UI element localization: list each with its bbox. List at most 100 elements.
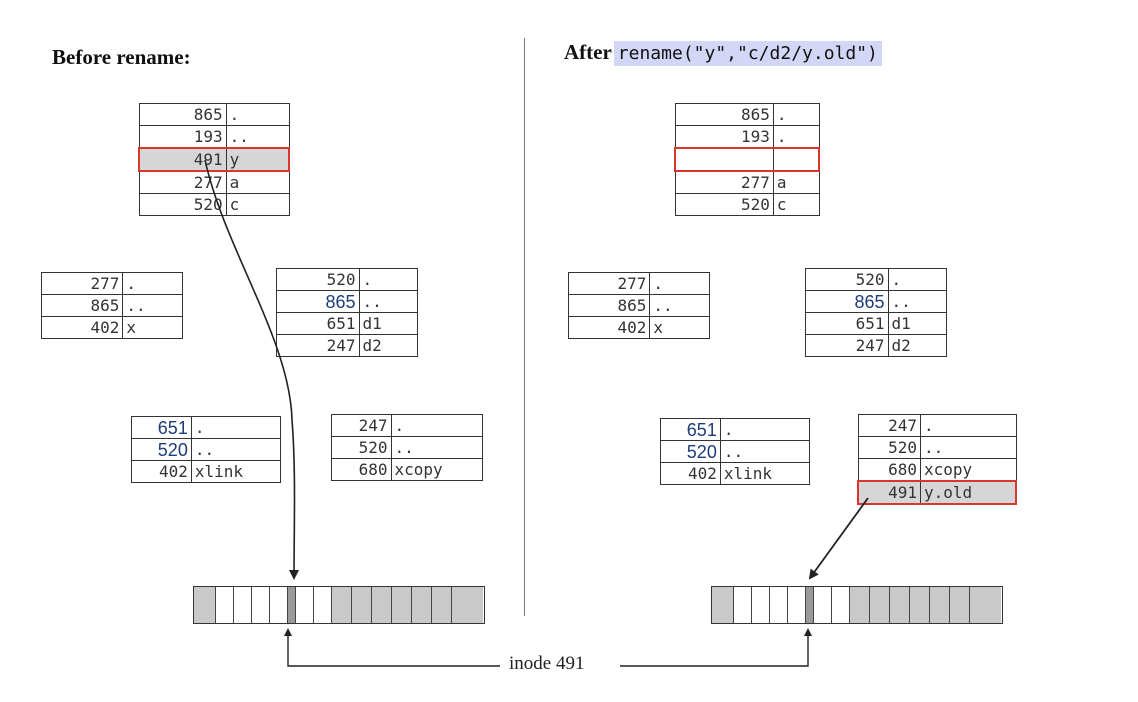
inode-slot bbox=[392, 587, 412, 623]
after-inode-table bbox=[711, 586, 1003, 624]
inode-number: 520 bbox=[131, 438, 192, 461]
inode-slot bbox=[832, 587, 850, 623]
before-dir-a: 277. 865.. 402 x bbox=[40, 272, 183, 339]
entry-name: .. bbox=[919, 436, 1017, 459]
dir-entry: 520.. bbox=[857, 436, 1017, 459]
inode-slot bbox=[270, 587, 288, 623]
dir-entry: 520. bbox=[276, 268, 418, 291]
after-title: After rename("y","c/d2/y.old") bbox=[564, 40, 882, 66]
inode-slot bbox=[194, 587, 216, 623]
inode-slot bbox=[332, 587, 352, 623]
inode-number: 651 bbox=[131, 416, 192, 439]
inode-slot bbox=[910, 587, 930, 623]
inode-slot bbox=[712, 587, 734, 623]
inode-number: 402 bbox=[660, 462, 721, 485]
entry-name: d2 bbox=[358, 334, 418, 357]
before-title-text: Before rename: bbox=[52, 45, 191, 69]
dir-entry: 865.. bbox=[40, 294, 183, 317]
rename-call-code: rename("y","c/d2/y.old") bbox=[613, 41, 882, 66]
dir-entry: 277 a bbox=[138, 170, 290, 194]
entry-name: . bbox=[772, 103, 820, 126]
inode-number: 402 bbox=[567, 316, 651, 339]
entry-name: d2 bbox=[887, 334, 947, 357]
dir-entry: 865.. bbox=[567, 294, 710, 317]
inode-bracket-left bbox=[284, 628, 500, 667]
after-dir-d2: 247. 520.. 680 xcopy 491 y.old bbox=[856, 414, 1017, 505]
before-root-directory: 865. 193.. 491 y 277 a 520 c bbox=[137, 103, 290, 216]
dir-entry: 247 d2 bbox=[276, 334, 418, 357]
entry-name: c bbox=[225, 193, 290, 216]
before-pointer-arrow bbox=[204, 159, 300, 580]
dir-entry: 865.. bbox=[276, 290, 418, 313]
inode-number: 865 bbox=[674, 103, 774, 126]
dir-entry-y-highlighted: 491 y bbox=[137, 147, 290, 172]
dir-entry: 247 d2 bbox=[805, 334, 947, 357]
inode-slot bbox=[870, 587, 890, 623]
inode-slot bbox=[314, 587, 332, 623]
inode-number: 247 bbox=[857, 414, 921, 437]
dir-entry: 402 xlink bbox=[660, 462, 811, 485]
inode-number: 865 bbox=[567, 294, 651, 317]
inode-slot bbox=[352, 587, 372, 623]
dir-entry-removed-highlighted bbox=[673, 147, 820, 172]
dir-entry: 651 d1 bbox=[276, 312, 418, 335]
inode-slot bbox=[770, 587, 788, 623]
inode-number: 520 bbox=[660, 440, 721, 463]
inode-slot bbox=[970, 587, 1001, 623]
inode-number: 520 bbox=[674, 193, 774, 216]
dir-entry: 247. bbox=[857, 414, 1017, 437]
inode-number: 651 bbox=[276, 312, 360, 335]
inode-number: 865 bbox=[138, 103, 227, 126]
inode-slot bbox=[452, 587, 483, 623]
after-pointer-arrow bbox=[808, 497, 869, 580]
inode-slot bbox=[850, 587, 870, 623]
dir-entry: 277. bbox=[567, 272, 710, 295]
dir-entry: 520. bbox=[805, 268, 947, 291]
inode-491-slot bbox=[288, 587, 296, 623]
inode-slot bbox=[950, 587, 970, 623]
entry-name: y.old bbox=[919, 480, 1017, 505]
inode-491-slot bbox=[806, 587, 814, 623]
inode-number: 680 bbox=[331, 458, 392, 481]
inode-number: 491 bbox=[137, 147, 227, 172]
inode-number: 491 bbox=[856, 480, 921, 505]
dir-entry: 277 a bbox=[674, 170, 820, 194]
inode-number bbox=[673, 147, 774, 172]
inode-number: 247 bbox=[805, 334, 889, 357]
dir-entry: 402 x bbox=[567, 316, 710, 339]
inode-bracket-right bbox=[620, 628, 812, 667]
inode-number: 865 bbox=[40, 294, 124, 317]
inode-number: 247 bbox=[276, 334, 360, 357]
entry-name: x bbox=[649, 316, 710, 339]
dir-entry: 520.. bbox=[331, 436, 484, 459]
dir-entry: 520.. bbox=[131, 438, 282, 461]
inode-slot bbox=[296, 587, 314, 623]
after-dir-a: 277. 865.. 402 x bbox=[567, 272, 710, 339]
inode-number: 520 bbox=[276, 268, 360, 291]
inode-slot bbox=[372, 587, 392, 623]
dir-entry: 402 xlink bbox=[131, 460, 282, 483]
entry-name: . bbox=[225, 103, 290, 126]
inode-slot bbox=[890, 587, 910, 623]
entry-name: xcopy bbox=[390, 458, 484, 481]
before-dir-d1: 651. 520.. 402 xlink bbox=[131, 416, 282, 483]
dir-entry: 865. bbox=[138, 103, 290, 126]
before-dir-c: 520. 865.. 651 d1 247 d2 bbox=[276, 268, 418, 357]
entry-name: x bbox=[122, 316, 183, 339]
inode-number: 520 bbox=[805, 268, 889, 291]
inode-slot bbox=[814, 587, 832, 623]
inode-number: 193 bbox=[138, 125, 227, 149]
entry-name: c bbox=[772, 193, 820, 216]
inode-slot bbox=[734, 587, 752, 623]
before-title: Before rename: bbox=[52, 45, 191, 70]
entry-name: xlink bbox=[190, 460, 282, 483]
after-title-text: After bbox=[564, 40, 612, 64]
inode-number: 520 bbox=[857, 436, 921, 459]
entry-name: y bbox=[225, 147, 290, 172]
inode-number: 402 bbox=[131, 460, 192, 483]
inode-number: 520 bbox=[331, 436, 392, 459]
dir-entry: 520 c bbox=[674, 193, 820, 216]
inode-number: 520 bbox=[138, 193, 227, 216]
dir-entry: 520 c bbox=[138, 193, 290, 216]
after-root-directory: 865. 193. 277 a 520 c bbox=[673, 103, 820, 216]
